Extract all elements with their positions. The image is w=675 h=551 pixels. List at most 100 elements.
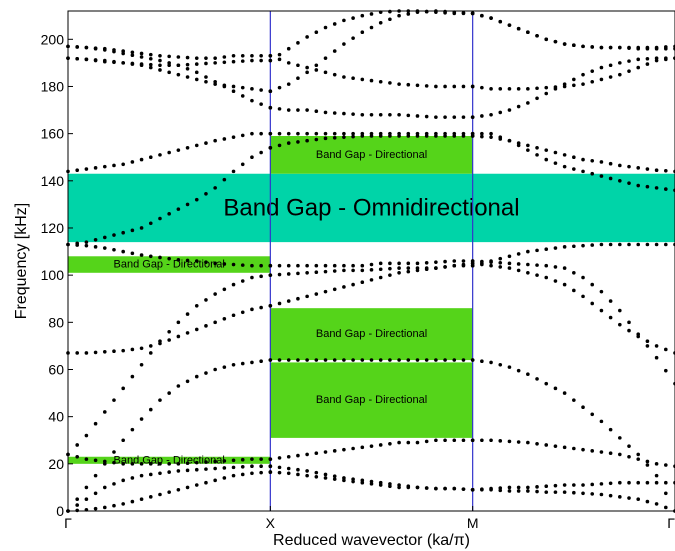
x-tick-label: Γ [667, 515, 675, 531]
dispersion-point [75, 497, 79, 502]
dispersion-point [535, 145, 539, 150]
dispersion-point [240, 310, 245, 315]
dispersion-point [112, 349, 116, 354]
dispersion-point [424, 358, 429, 362]
dispersion-point [608, 315, 613, 320]
dispersion-point [618, 242, 622, 247]
dispersion-point [268, 464, 273, 468]
dispersion-point [213, 138, 217, 143]
dispersion-point [231, 135, 236, 139]
dispersion-point [434, 266, 438, 270]
dispersion-point [185, 75, 190, 79]
dispersion-point [618, 61, 622, 65]
dispersion-point [406, 269, 411, 274]
dispersion-point [194, 56, 199, 60]
dispersion-point [581, 491, 585, 496]
dispersion-point [526, 87, 530, 91]
dispersion-point [562, 153, 567, 157]
dispersion-point [286, 263, 291, 268]
dispersion-point [314, 358, 319, 362]
dispersion-point [314, 137, 319, 142]
dispersion-point [480, 259, 484, 264]
dispersion-point [259, 58, 263, 63]
dispersion-point [461, 84, 466, 89]
dispersion-point [599, 242, 604, 247]
dispersion-point [526, 485, 530, 490]
dispersion-point [572, 398, 576, 402]
dispersion-point [480, 487, 484, 491]
dispersion-point [305, 138, 309, 143]
dispersion-point [222, 365, 227, 369]
dispersion-point [148, 65, 153, 70]
dispersion-point [590, 282, 595, 287]
dispersion-point [332, 269, 337, 273]
dispersion-point [434, 84, 438, 89]
dispersion-point [645, 242, 650, 247]
dispersion-point [222, 137, 227, 141]
dispersion-point [296, 63, 300, 68]
dispersion-point [286, 299, 291, 303]
dispersion-point [158, 216, 162, 221]
dispersion-point [553, 150, 558, 155]
dispersion-point [204, 460, 208, 464]
dispersion-point [148, 351, 153, 355]
dispersion-point [535, 273, 539, 277]
dispersion-point [250, 58, 254, 63]
dispersion-point [654, 355, 659, 360]
dispersion-point [406, 358, 411, 362]
dispersion-point [222, 60, 227, 65]
dispersion-point [461, 11, 466, 16]
dispersion-point [645, 167, 650, 171]
dispersion-point [286, 454, 291, 459]
dispersion-point [130, 462, 135, 466]
dispersion-point [526, 489, 530, 493]
dispersion-point [544, 148, 549, 152]
dispersion-point [314, 63, 319, 68]
dispersion-point [112, 398, 116, 402]
dispersion-point [434, 486, 438, 491]
dispersion-point [332, 449, 337, 453]
dispersion-point [176, 258, 181, 262]
dispersion-point [139, 55, 144, 59]
dispersion-point [305, 452, 309, 457]
dispersion-point [553, 490, 558, 494]
dispersion-point [176, 207, 181, 211]
dispersion-point [231, 169, 236, 174]
dispersion-point [489, 360, 493, 365]
dispersion-point [664, 368, 668, 373]
dispersion-point [75, 454, 79, 459]
dispersion-point [231, 54, 236, 58]
y-tick-label: 120 [41, 220, 65, 236]
dispersion-point [599, 450, 604, 454]
dispersion-point [498, 265, 503, 269]
plot-frame [67, 10, 675, 512]
dispersion-point [213, 79, 217, 84]
dispersion-point [213, 466, 217, 471]
dispersion-point [553, 161, 558, 165]
dispersion-point [213, 367, 217, 372]
dispersion-point [84, 243, 89, 248]
y-tick-label: 0 [56, 503, 64, 519]
dispersion-point [204, 298, 208, 302]
dispersion-point [452, 358, 457, 362]
dispersion-point [544, 263, 549, 268]
dispersion-point [314, 470, 319, 475]
dispersion-point [516, 268, 521, 273]
dispersion-point [470, 263, 475, 268]
dispersion-point [185, 202, 190, 207]
dispersion-point [645, 56, 650, 61]
dispersion-point [296, 41, 300, 45]
dispersion-point [581, 294, 585, 299]
dispersion-point [572, 490, 576, 495]
dispersion-point [75, 241, 79, 246]
dispersion-point [240, 85, 245, 90]
dispersion-point [121, 462, 125, 466]
dispersion-point [599, 65, 604, 70]
dispersion-point [277, 107, 282, 111]
dispersion-point [305, 270, 309, 275]
dispersion-point [167, 338, 171, 342]
dispersion-point [167, 462, 171, 466]
dispersion-point [204, 61, 208, 66]
dispersion-point [415, 266, 420, 270]
dispersion-point [139, 346, 144, 351]
